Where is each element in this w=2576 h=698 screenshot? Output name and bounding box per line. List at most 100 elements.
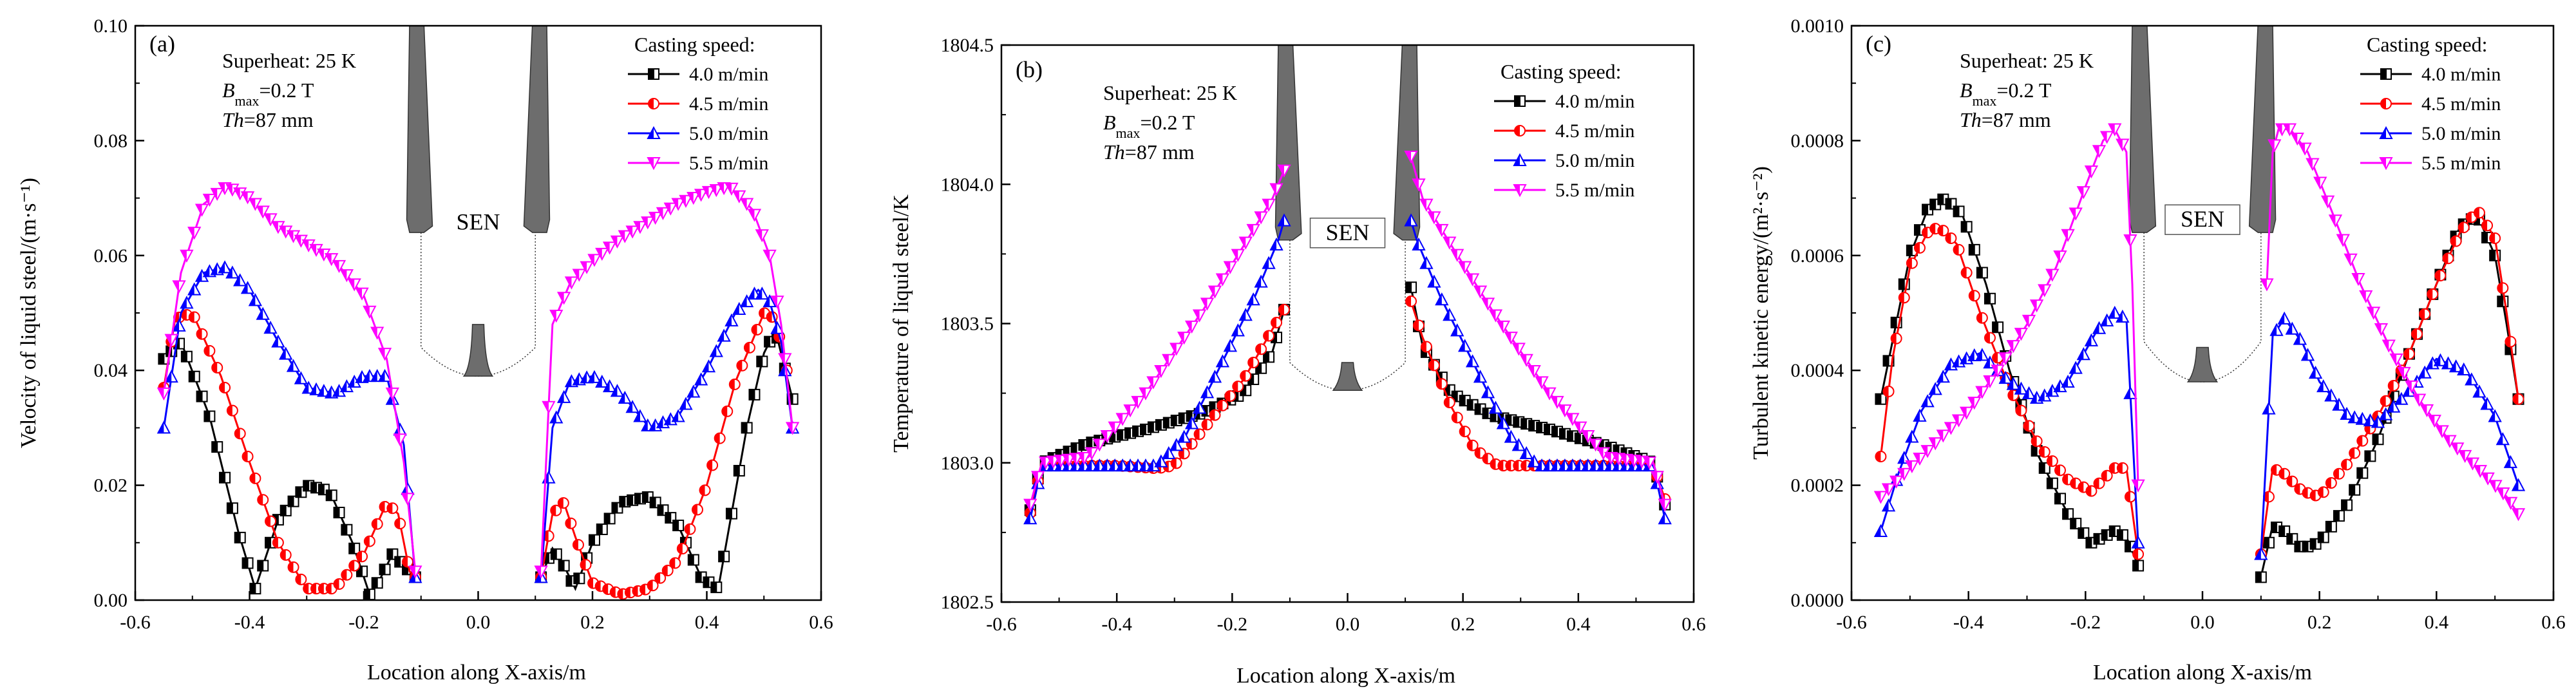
marker-fill bbox=[258, 495, 263, 505]
marker-fill bbox=[363, 370, 370, 382]
marker-fill bbox=[1202, 419, 1208, 430]
marker-fill bbox=[2436, 426, 2443, 437]
marker-fill bbox=[189, 371, 194, 382]
marker-fill bbox=[204, 265, 210, 277]
marker-fill bbox=[1071, 443, 1077, 454]
marker-fill bbox=[1139, 388, 1146, 399]
marker-fill bbox=[1521, 460, 1527, 471]
marker-fill bbox=[1930, 223, 1936, 234]
marker-fill bbox=[226, 267, 232, 278]
marker-fill bbox=[1475, 448, 1481, 458]
marker-fill bbox=[2086, 537, 2092, 548]
marker-fill bbox=[1444, 397, 1450, 408]
marker-fill bbox=[158, 422, 164, 433]
marker-fill bbox=[341, 524, 347, 535]
series-5.5 bbox=[156, 182, 800, 579]
marker-fill bbox=[2093, 146, 2099, 157]
marker-fill bbox=[2474, 214, 2479, 225]
marker-fill bbox=[722, 406, 728, 417]
marker-fill bbox=[2318, 532, 2324, 543]
marker-fill bbox=[2342, 459, 2347, 470]
marker-fill bbox=[1063, 446, 1069, 457]
marker-fill bbox=[372, 518, 377, 529]
marker-fill bbox=[2287, 533, 2293, 544]
marker-fill bbox=[596, 248, 602, 259]
marker-fill bbox=[2295, 484, 2300, 495]
marker-fill bbox=[1264, 330, 1269, 341]
legend-entry: 5.5 m/min bbox=[1555, 180, 1634, 201]
marker-fill bbox=[341, 381, 347, 392]
series-line-5.0-left bbox=[1879, 312, 2139, 543]
marker-fill bbox=[333, 385, 339, 397]
marker-fill bbox=[1659, 513, 1665, 524]
marker-fill bbox=[729, 379, 735, 390]
marker-fill bbox=[725, 183, 732, 194]
marker-fill bbox=[679, 195, 686, 207]
marker-fill bbox=[1969, 244, 1975, 255]
x-tick-label: 0.2 bbox=[580, 612, 605, 633]
y-tick-label: 1802.5 bbox=[941, 592, 994, 613]
x-tick-label: 0.6 bbox=[1681, 614, 1706, 635]
marker-fill bbox=[741, 422, 747, 433]
y-tick-label: 1803.5 bbox=[941, 314, 994, 335]
legend-title: Casting speed: bbox=[2367, 33, 2488, 56]
marker-fill bbox=[242, 558, 248, 569]
x-tick-label: -0.4 bbox=[1101, 614, 1132, 635]
marker-fill bbox=[1209, 286, 1215, 297]
marker-fill bbox=[1953, 415, 1959, 426]
y-tick-label: 0.06 bbox=[94, 245, 128, 267]
marker-fill bbox=[334, 579, 339, 590]
marker-fill bbox=[272, 537, 278, 548]
marker-fill bbox=[311, 583, 317, 594]
marker-fill bbox=[558, 498, 564, 509]
marker-fill bbox=[1086, 437, 1092, 448]
marker-fill bbox=[1883, 386, 1889, 397]
marker-fill bbox=[234, 274, 240, 286]
marker-fill bbox=[688, 554, 694, 565]
marker-fill bbox=[1412, 179, 1419, 191]
marker-fill bbox=[1428, 212, 1434, 223]
marker-fill bbox=[280, 549, 286, 560]
x-axis-label: Location along X-axis/m bbox=[1236, 664, 1455, 688]
marker-fill bbox=[2031, 436, 2037, 447]
marker-fill bbox=[1875, 525, 1881, 536]
marker-fill bbox=[535, 566, 542, 578]
marker-fill bbox=[2329, 215, 2336, 227]
marker-fill bbox=[2279, 468, 2285, 479]
marker-fill bbox=[1497, 321, 1504, 332]
marker-fill bbox=[1171, 415, 1177, 426]
marker-fill bbox=[741, 296, 747, 307]
chart-panel-1: SEN -0.6 -0.4 -0.2 0.0 0.2 0.4 0.6 0.00 0.02 0.04 0… bbox=[17, 15, 833, 684]
marker-fill bbox=[2481, 398, 2488, 410]
marker-fill bbox=[1140, 424, 1146, 435]
marker-fill bbox=[1613, 445, 1619, 456]
marker-fill bbox=[296, 574, 301, 585]
marker-fill bbox=[2078, 187, 2084, 198]
marker-fill bbox=[1193, 402, 1200, 413]
annotation-superheat: Superheat: 25 K bbox=[1960, 49, 2094, 72]
sen-stopper bbox=[1332, 362, 1363, 391]
marker-fill bbox=[734, 466, 739, 476]
marker-fill bbox=[2271, 464, 2277, 475]
legend-entry: 4.0 m/min bbox=[1555, 91, 1634, 112]
marker-fill bbox=[1264, 352, 1269, 363]
marker-fill bbox=[265, 537, 271, 548]
marker-fill bbox=[2125, 491, 2130, 502]
marker-fill bbox=[364, 536, 370, 547]
marker-fill bbox=[2078, 348, 2084, 360]
marker-fill bbox=[619, 231, 625, 242]
marker-fill bbox=[759, 308, 765, 319]
marker-fill bbox=[1271, 317, 1277, 328]
sen-nozzle: SEN bbox=[2128, 26, 2277, 382]
series-4.0 bbox=[1875, 193, 2524, 583]
marker-fill bbox=[1452, 412, 1457, 423]
marker-fill bbox=[1110, 431, 1115, 442]
marker-fill bbox=[258, 560, 263, 571]
marker-fill bbox=[1891, 333, 1897, 344]
marker-fill bbox=[1960, 407, 1967, 419]
marker-fill bbox=[719, 551, 724, 562]
legend-entry: 5.0 m/min bbox=[689, 123, 768, 144]
marker-fill bbox=[2302, 487, 2308, 498]
marker-fill bbox=[2388, 391, 2394, 402]
